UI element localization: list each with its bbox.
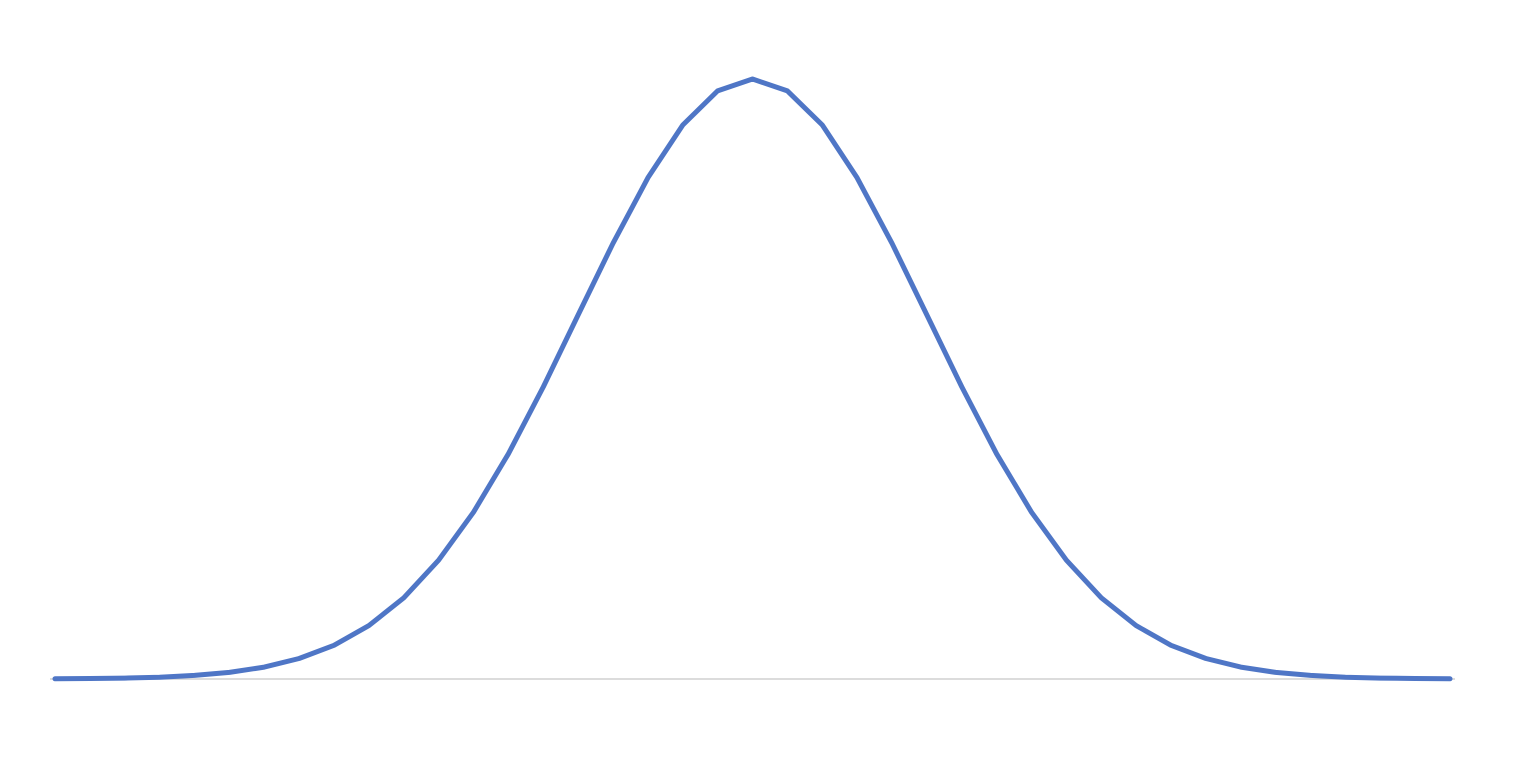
series-layer	[52, 76, 1453, 682]
series-line-0	[52, 76, 1453, 682]
